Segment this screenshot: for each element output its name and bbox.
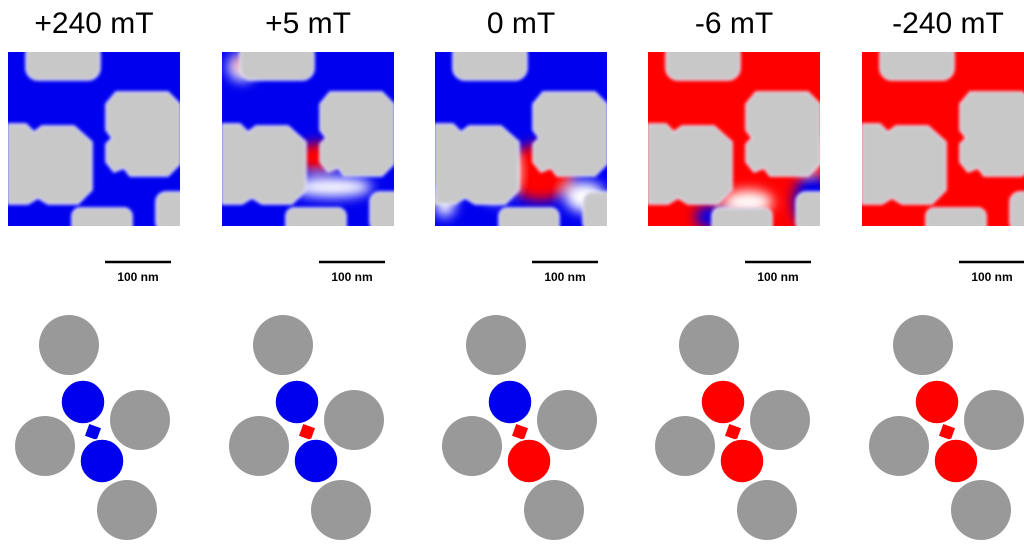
island bbox=[222, 124, 306, 204]
gray-island bbox=[524, 480, 584, 540]
gray-island bbox=[655, 416, 715, 476]
island bbox=[583, 192, 623, 232]
island bbox=[926, 208, 986, 238]
island bbox=[648, 124, 732, 204]
island bbox=[435, 124, 519, 204]
scale-label: 100 nm bbox=[544, 270, 585, 284]
island bbox=[1010, 192, 1024, 232]
lower-island bbox=[80, 439, 124, 483]
gray-island bbox=[253, 315, 313, 375]
island bbox=[533, 92, 607, 176]
island bbox=[960, 92, 1024, 176]
island bbox=[880, 42, 954, 80]
schematic bbox=[229, 315, 384, 540]
panel: +5 mT 100 nm bbox=[222, 7, 410, 540]
magnetic-image bbox=[862, 42, 1024, 238]
panel-title: 0 mT bbox=[487, 7, 555, 40]
gray-island bbox=[110, 390, 170, 450]
schematic bbox=[442, 315, 597, 540]
panel-title: +240 mT bbox=[34, 7, 153, 40]
scale-label: 100 nm bbox=[971, 270, 1012, 284]
gray-island bbox=[442, 416, 502, 476]
gray-island bbox=[964, 390, 1024, 450]
panel-title: +5 mT bbox=[265, 7, 351, 40]
gray-island bbox=[737, 480, 797, 540]
bridge bbox=[84, 423, 102, 441]
bridge bbox=[298, 423, 316, 441]
gray-island bbox=[537, 390, 597, 450]
island bbox=[106, 92, 180, 176]
lower-island bbox=[720, 439, 764, 483]
island bbox=[320, 92, 394, 176]
island bbox=[156, 192, 196, 232]
lower-island bbox=[934, 439, 978, 483]
island bbox=[796, 192, 836, 232]
bridge bbox=[724, 423, 742, 441]
gray-island bbox=[311, 480, 371, 540]
lower-island bbox=[507, 439, 551, 483]
upper-island bbox=[61, 380, 105, 424]
island bbox=[453, 42, 527, 80]
gray-island bbox=[951, 480, 1011, 540]
panel-title: -240 mT bbox=[892, 7, 1004, 40]
schematic bbox=[869, 315, 1024, 540]
magnetic-image bbox=[648, 42, 836, 238]
panel: -6 mT 100 nm bbox=[648, 7, 836, 540]
island bbox=[240, 42, 314, 80]
schematic bbox=[655, 315, 810, 540]
island bbox=[862, 124, 946, 204]
gray-island bbox=[679, 315, 739, 375]
magnetic-image bbox=[222, 42, 410, 238]
scale-label: 100 nm bbox=[331, 270, 372, 284]
magnetic-image bbox=[435, 42, 623, 238]
island bbox=[499, 208, 559, 238]
upper-island bbox=[701, 380, 745, 424]
upper-island bbox=[275, 380, 319, 424]
gray-island bbox=[39, 315, 99, 375]
gray-island bbox=[15, 416, 75, 476]
panel: +240 mT 100 nm bbox=[8, 7, 196, 540]
bridge bbox=[938, 423, 956, 441]
scale-label: 100 nm bbox=[117, 270, 158, 284]
panel: -240 mT 100 nm bbox=[862, 7, 1024, 540]
figure: +240 mT 100 nm +5 mT 100 nm 0 mT 100 nm -6 mT 1… bbox=[0, 0, 1024, 546]
gray-island bbox=[324, 390, 384, 450]
lower-island bbox=[294, 439, 338, 483]
magnetic-image bbox=[8, 42, 196, 238]
island bbox=[746, 92, 820, 176]
gray-island bbox=[893, 315, 953, 375]
gray-island bbox=[97, 480, 157, 540]
island bbox=[8, 124, 92, 204]
schematic bbox=[15, 315, 170, 540]
island bbox=[26, 42, 100, 80]
island bbox=[286, 208, 346, 238]
gray-island bbox=[869, 416, 929, 476]
panel-title: -6 mT bbox=[695, 7, 773, 40]
gray-island bbox=[466, 315, 526, 375]
upper-island bbox=[488, 380, 532, 424]
upper-island bbox=[915, 380, 959, 424]
scale-label: 100 nm bbox=[757, 270, 798, 284]
island bbox=[712, 208, 772, 238]
gray-island bbox=[229, 416, 289, 476]
bridge bbox=[511, 423, 529, 441]
island bbox=[72, 208, 132, 238]
island bbox=[370, 192, 410, 232]
gray-island bbox=[750, 390, 810, 450]
panel: 0 mT 100 nm bbox=[435, 7, 623, 540]
island bbox=[666, 42, 740, 80]
